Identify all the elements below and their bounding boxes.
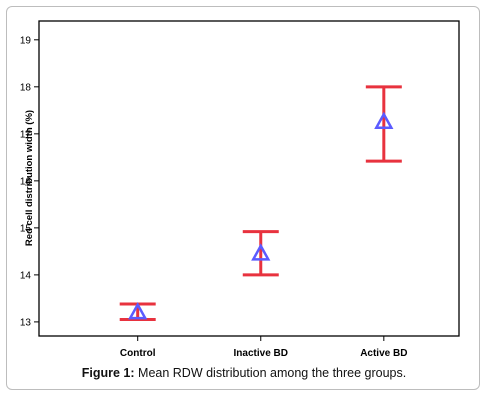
plot-area	[38, 20, 460, 337]
x-tick-label: Active BD	[360, 348, 407, 359]
y-axis-ticks: 13 14 15 16 17 18 19	[20, 35, 39, 328]
y-tick-label: 13	[20, 317, 32, 328]
x-axis-ticks: Control Inactive BD Active BD	[120, 336, 407, 359]
y-tick-label: 16	[20, 176, 32, 187]
y-tick-label: 15	[20, 223, 32, 234]
y-tick-label: 17	[20, 129, 32, 140]
x-tick-label: Control	[120, 348, 156, 359]
caption-text: Mean RDW distribution among the three gr…	[134, 366, 407, 380]
mean-marker	[374, 111, 394, 129]
y-axis-label: Red cell distribution width (%)	[24, 110, 35, 246]
mean-marker	[128, 302, 148, 320]
caption-label: Figure 1:	[81, 366, 135, 380]
chart-marks	[119, 85, 402, 322]
y-tick-label: 19	[20, 35, 32, 46]
y-tick-label: 14	[20, 270, 32, 281]
y-tick-label: 18	[20, 82, 32, 93]
mean-marker	[251, 243, 271, 261]
x-tick-label: Inactive BD	[234, 348, 288, 359]
figure-caption: Figure 1: Mean RDW distribution among th…	[0, 366, 488, 380]
